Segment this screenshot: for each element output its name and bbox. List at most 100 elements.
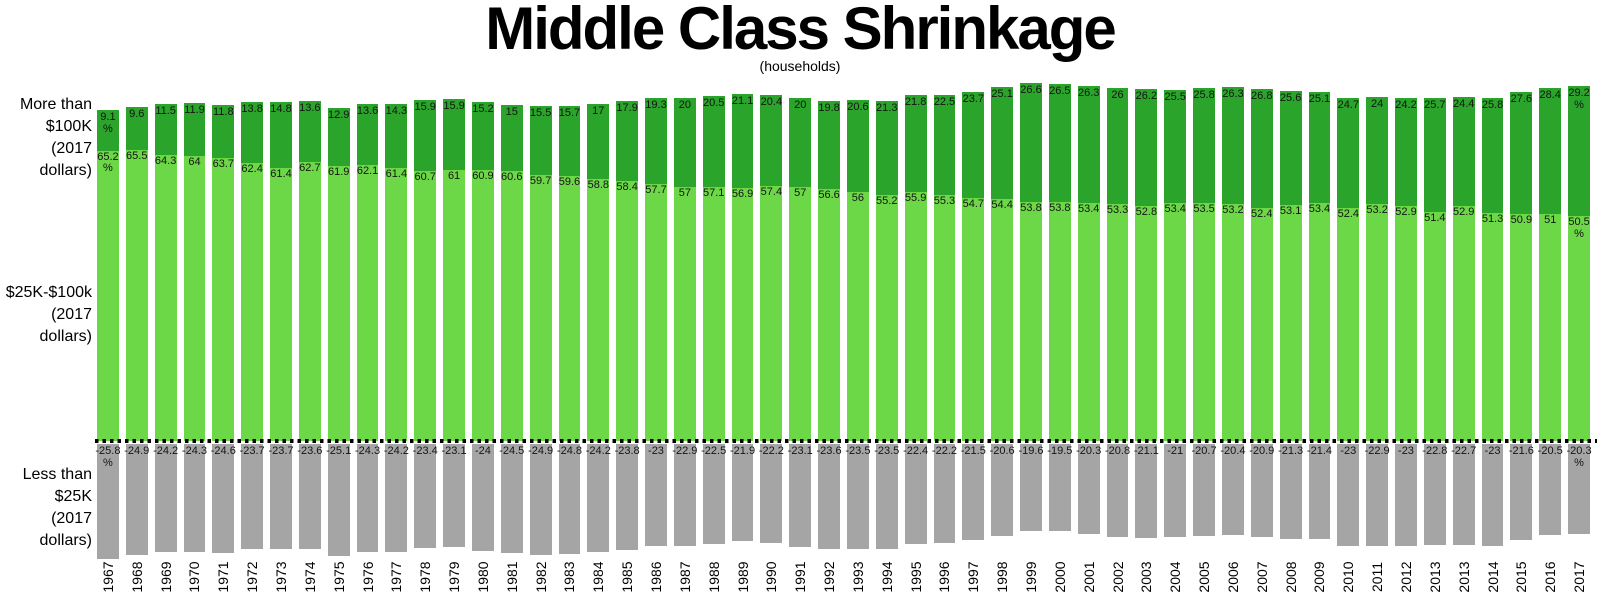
x-axis-year-label: 2013 — [1455, 561, 1472, 593]
value-label-lower: -22.9 — [1364, 445, 1390, 457]
value-label-upper: 26.2 — [1135, 90, 1158, 103]
axis-label-line: (2017 dollars) — [39, 306, 92, 345]
value-label-upper: 12.9 — [327, 109, 350, 122]
segment-less-than-25k — [933, 444, 956, 543]
segment-more-than-100k — [847, 100, 869, 192]
x-axis-year-label: 1986 — [647, 561, 664, 593]
segment-less-than-25k — [645, 444, 667, 547]
zero-baseline-dotted-line — [95, 439, 1597, 443]
value-label-middle: 51 — [1544, 214, 1557, 227]
value-label-lower: -23.7 — [239, 445, 265, 457]
value-label-upper: 15.2 — [472, 103, 494, 116]
value-label-upper: 25.1 — [1308, 92, 1331, 105]
segment-less-than-25k — [1164, 444, 1187, 538]
segment-less-than-25k — [1423, 444, 1446, 546]
x-axis-year-label: 2004 — [1167, 561, 1184, 593]
segment-25k-100k — [1308, 203, 1331, 441]
x-axis-year-label: 1976 — [359, 561, 376, 593]
segment-more-than-100k — [270, 101, 292, 168]
segment-25k-100k — [327, 165, 350, 441]
x-axis-year-label: 1984 — [590, 561, 607, 593]
segment-less-than-25k — [616, 444, 639, 550]
segment-more-than-100k — [327, 108, 350, 166]
x-axis-year-label: 1974 — [301, 561, 318, 593]
value-label-middle: 51.4 — [1424, 212, 1446, 225]
chart-subtitle: (households) — [759, 58, 841, 74]
value-label-upper: 15 — [505, 105, 518, 118]
x-axis-year-label: 1995 — [907, 561, 924, 593]
bar-group-1978: 15.9 60.7 -23.4 1978 — [413, 0, 438, 603]
segment-25k-100k — [270, 167, 292, 441]
bar-group-1985: 17.9 58.4 -23.8 1985 — [615, 0, 640, 603]
segment-more-than-100k — [472, 102, 494, 170]
bar-group-1984: 17 58.8 -24.2 1984 — [586, 0, 611, 603]
value-label-upper: 13.6 — [299, 102, 321, 115]
value-label-middle: 53.4 — [1308, 203, 1331, 216]
value-label-lower: -22.8 — [1422, 445, 1448, 457]
value-label-lower: -23 — [1398, 445, 1414, 457]
bar-group-2014: 25.8 51.3 -23 2014 — [1481, 0, 1504, 603]
segment-less-than-25k — [818, 444, 840, 550]
value-label-upper: 13.8 — [241, 102, 263, 115]
segment-25k-100k — [1337, 207, 1360, 441]
bar-group-1969: 11.5 64.3 -24.2 1969 — [153, 0, 178, 603]
segment-more-than-100k — [645, 98, 667, 185]
value-label-lower: -23.1 — [441, 445, 467, 457]
value-label-upper: 20.5 — [702, 96, 725, 109]
value-label-middle: 65.2 % — [97, 150, 119, 175]
segment-less-than-25k — [1077, 444, 1100, 535]
segment-25k-100k — [558, 175, 581, 441]
x-axis-year-label: 1992 — [821, 561, 838, 593]
bar-group-1968: 9.6 65.5 -24.9 1968 — [124, 0, 149, 603]
x-axis-year-label: 1989 — [734, 561, 751, 593]
segment-more-than-100k — [1193, 88, 1215, 203]
x-axis-year-label: 2008 — [1282, 561, 1299, 593]
value-label-lower: -20.4 — [1220, 445, 1246, 457]
axis-label-more-than-100k: More than $100K (2017 dollars) — [0, 94, 92, 182]
segment-less-than-25k — [183, 444, 206, 553]
value-label-lower: -20.7 — [1191, 445, 1217, 457]
segment-less-than-25k — [1020, 444, 1042, 532]
bar-group-1993: 20.6 56 -23.5 1993 — [845, 0, 870, 603]
bar-group-1970: 11.9 64 -24.3 1970 — [182, 0, 207, 603]
value-label-lower: -24.3 — [354, 445, 381, 457]
segment-more-than-100k — [443, 98, 465, 170]
x-axis-year-label: 1999 — [1022, 561, 1039, 593]
value-label-lower: -24.2 — [383, 445, 409, 457]
value-label-lower: -21 — [1167, 445, 1184, 457]
bar-group-1974: 13.6 62.7 -23.6 1974 — [297, 0, 322, 603]
value-label-lower: -22.4 — [903, 445, 929, 457]
value-label-middle: 57.1 — [702, 186, 725, 199]
segment-less-than-25k — [558, 444, 581, 555]
segment-less-than-25k — [1222, 444, 1244, 535]
value-label-middle: 65.5 — [126, 149, 148, 162]
segment-more-than-100k — [356, 104, 379, 165]
x-axis-year-label: 2017 — [1571, 561, 1588, 593]
segment-less-than-25k — [587, 444, 610, 552]
segment-more-than-100k — [1481, 97, 1504, 213]
value-label-upper: 13.6 — [356, 105, 379, 118]
value-label-upper: 26.8 — [1251, 89, 1273, 102]
value-label-middle: 61 — [447, 169, 461, 182]
bar-group-2005: 25.8 53.5 -20.7 2005 — [1191, 0, 1217, 603]
bar-group-1995: 21.8 55.9 -22.4 1995 — [903, 0, 929, 603]
segment-less-than-25k — [97, 444, 119, 559]
segment-more-than-100k — [616, 101, 639, 182]
bars-area: 9.1 % 65.2 % -25.8 % 1967 9.6 65.5 -24.9 1968 11… — [95, 0, 1597, 603]
value-label-upper: 25.8 — [1481, 98, 1504, 111]
value-label-middle: 52.9 — [1452, 205, 1475, 218]
segment-25k-100k — [1539, 214, 1562, 441]
segment-more-than-100k — [587, 103, 610, 180]
bar-group-2017: 29.2 % 50.5 % -20.3 % 2017 — [1567, 0, 1592, 603]
segment-more-than-100k — [789, 98, 812, 188]
segment-more-than-100k — [818, 101, 840, 190]
segment-less-than-25k — [962, 444, 985, 540]
value-label-middle: 62.7 — [299, 161, 321, 174]
bar-group-2010: 24.7 52.4 -23 2010 — [1337, 0, 1360, 603]
value-label-upper: 26.3 — [1077, 87, 1100, 100]
segment-more-than-100k — [933, 94, 956, 195]
segment-more-than-100k — [904, 95, 927, 193]
value-label-upper: 15.7 — [558, 106, 581, 119]
value-label-lower: -23.7 — [268, 445, 294, 457]
